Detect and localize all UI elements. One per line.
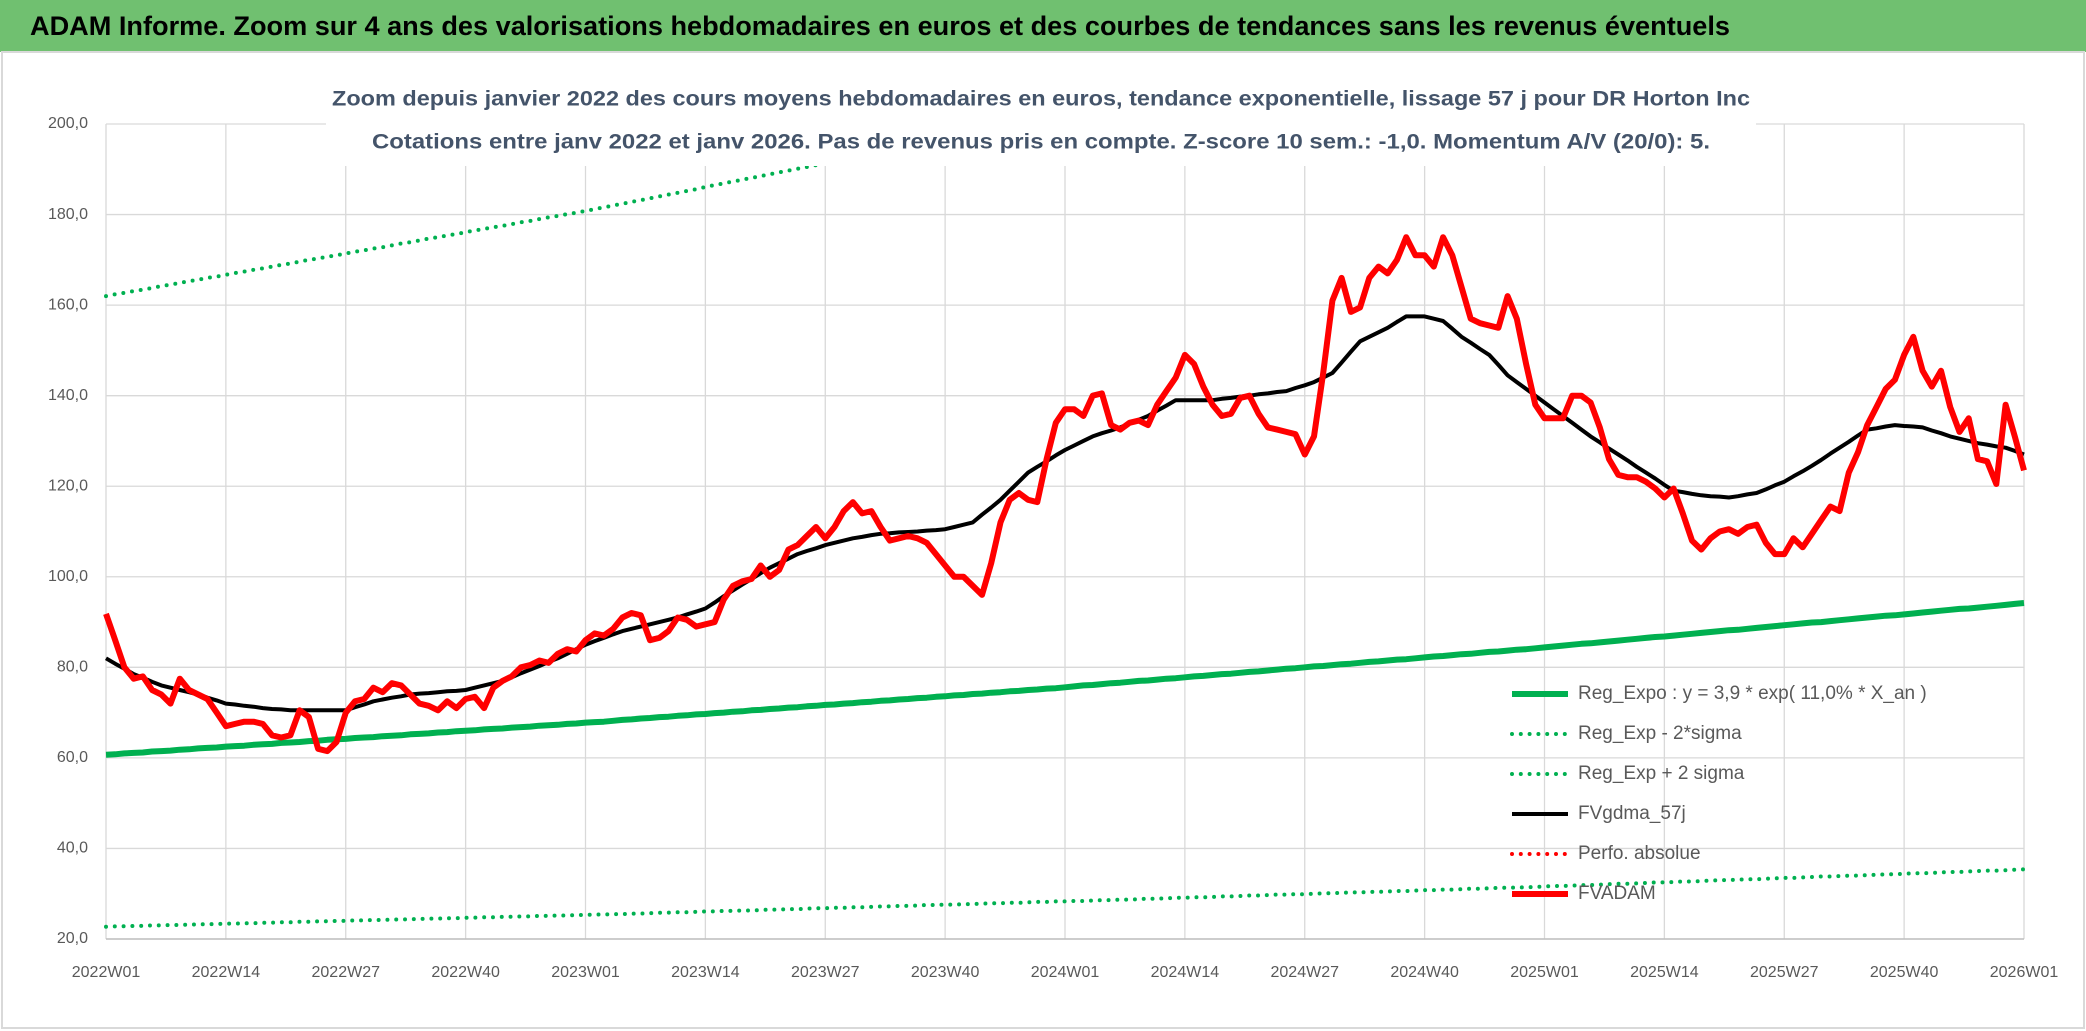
legend-label: Reg_Exp - 2*sigma [1578, 723, 1742, 744]
x-tick-label: 2022W14 [192, 964, 261, 981]
x-tick-label: 2024W14 [1151, 964, 1220, 981]
y-tick-label: 20,0 [57, 930, 88, 947]
x-tick-label: 2023W27 [791, 964, 860, 981]
title-backdrop [326, 76, 1756, 166]
series-line [104, 314, 2025, 713]
header-bar [0, 0, 2086, 52]
x-tick-label: 2024W27 [1271, 964, 1340, 981]
series-line [104, 121, 1050, 299]
x-tick-label: 2023W01 [551, 964, 620, 981]
y-tick-label: 40,0 [57, 840, 88, 857]
x-tick-label: 2025W40 [1870, 964, 1939, 981]
x-tick-label: 2025W14 [1630, 964, 1699, 981]
y-tick-label: 200,0 [48, 115, 88, 132]
legend-label: Perfo. absolue [1578, 843, 1701, 864]
header-title: ADAM Informe. Zoom sur 4 ans des valoris… [30, 11, 1730, 41]
x-tick-label: 2022W01 [72, 964, 141, 981]
x-tick-label: 2022W27 [312, 964, 381, 981]
y-tick-label: 100,0 [48, 568, 88, 585]
x-tick-label: 2024W40 [1390, 964, 1459, 981]
legend-label: FVgdma_57j [1578, 803, 1686, 824]
series-line [104, 867, 2026, 929]
x-tick-label: 2023W14 [671, 964, 740, 981]
x-tick-label: 2025W01 [1510, 964, 1579, 981]
series-line [103, 234, 2027, 755]
series-line [105, 600, 2025, 758]
x-tick-label: 2022W40 [431, 964, 500, 981]
y-tick-label: 60,0 [57, 749, 88, 766]
x-tick-label: 2025W27 [1750, 964, 1819, 981]
y-tick-label: 140,0 [48, 387, 88, 404]
x-tick-label: 2024W01 [1031, 964, 1100, 981]
x-tick-label: 2026W01 [1990, 964, 2059, 981]
legend-label: Reg_Exp + 2 sigma [1578, 763, 1745, 784]
legend-label: FVADAM [1578, 883, 1656, 904]
legend-label: Reg_Expo : y = 3,9 * exp( 11,0% * X_an ) [1578, 683, 1927, 704]
x-tick-label: 2023W40 [911, 964, 980, 981]
y-tick-label: 80,0 [57, 659, 88, 676]
chart-frame [1, 51, 2085, 1029]
chart-title: Zoom depuis janvier 2022 des cours moyen… [332, 88, 1750, 111]
y-tick-label: 160,0 [48, 296, 88, 313]
y-tick-label: 180,0 [48, 206, 88, 223]
chart-subtitle: Cotations entre janv 2022 et janv 2026. … [372, 131, 1710, 154]
y-tick-label: 120,0 [48, 477, 88, 494]
